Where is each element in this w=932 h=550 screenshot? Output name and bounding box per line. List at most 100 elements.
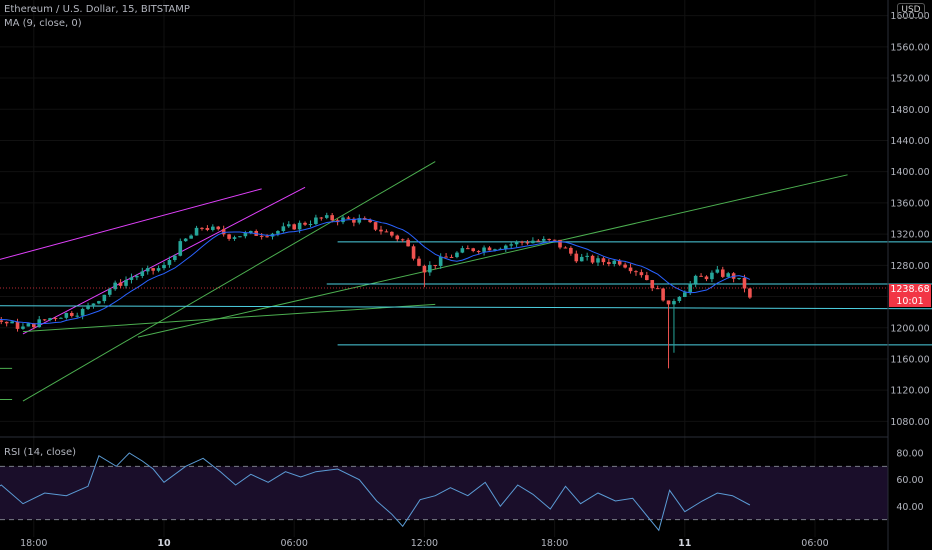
rsi-pane xyxy=(0,452,888,532)
candle xyxy=(86,305,90,309)
candle xyxy=(623,264,627,268)
candle xyxy=(227,234,231,239)
candle xyxy=(286,224,291,227)
rsi-band-fill xyxy=(0,466,888,520)
candle xyxy=(720,269,725,277)
candle xyxy=(167,260,172,265)
candle xyxy=(547,238,551,240)
candle xyxy=(249,230,253,233)
candle xyxy=(650,280,655,289)
candle xyxy=(173,255,177,261)
candle xyxy=(737,277,741,279)
candle xyxy=(297,222,302,230)
candle xyxy=(683,292,687,297)
candle xyxy=(15,321,20,329)
price-tick-label: 1280.00 xyxy=(890,261,929,272)
candle xyxy=(107,289,112,295)
price-tick-label: 1600.00 xyxy=(890,11,929,22)
candle xyxy=(379,229,383,232)
ma-line xyxy=(0,218,751,325)
candle xyxy=(324,215,329,218)
candle xyxy=(205,228,210,230)
candle xyxy=(661,288,665,301)
time-tick-label: 06:00 xyxy=(801,538,828,549)
price-tick-label: 1520.00 xyxy=(890,74,929,85)
candle xyxy=(243,232,248,237)
candle xyxy=(645,275,649,281)
candle xyxy=(69,312,74,316)
candle xyxy=(569,247,573,254)
time-tick-label: 18:00 xyxy=(20,538,47,549)
candle xyxy=(417,258,421,266)
currency-button[interactable]: USD xyxy=(897,3,925,18)
candle xyxy=(411,246,416,259)
candle xyxy=(666,300,671,305)
candle xyxy=(704,276,709,280)
rsi-line xyxy=(0,452,751,532)
candle xyxy=(21,326,25,329)
candle xyxy=(607,262,611,264)
candle xyxy=(525,242,530,244)
candle xyxy=(140,271,145,276)
candle xyxy=(693,275,698,284)
candle xyxy=(710,272,714,280)
rsi-legend[interactable]: RSI (14, close) xyxy=(4,447,77,458)
candle xyxy=(433,264,438,266)
candle xyxy=(438,256,443,266)
last-price-badge: 1238.68 xyxy=(889,284,931,296)
candle xyxy=(292,224,296,230)
trendline-magenta xyxy=(22,186,306,335)
price-tick-label: 1480.00 xyxy=(890,105,929,116)
rsi-tick-label: 40.00 xyxy=(896,502,923,513)
candle xyxy=(118,282,123,286)
candle xyxy=(585,255,589,257)
candle xyxy=(216,226,221,230)
candle xyxy=(612,260,617,264)
candle xyxy=(400,239,405,241)
price-tick-label: 1400.00 xyxy=(890,167,929,178)
candle xyxy=(75,315,79,317)
candle xyxy=(303,222,307,225)
trendlines[interactable] xyxy=(0,161,932,402)
candle xyxy=(390,231,394,236)
candle xyxy=(4,321,9,324)
candle xyxy=(579,256,584,262)
ma-legend[interactable]: MA (9, close, 0) xyxy=(4,18,82,29)
candle xyxy=(221,229,226,235)
price-tick-label: 1200.00 xyxy=(890,323,929,334)
candle xyxy=(406,239,410,247)
candle xyxy=(26,323,31,327)
candle xyxy=(129,277,134,280)
candle xyxy=(330,215,334,221)
candle xyxy=(194,227,199,236)
candle xyxy=(259,235,264,237)
candle xyxy=(444,256,448,258)
candle xyxy=(178,241,183,256)
candle xyxy=(276,231,280,234)
trendline-green xyxy=(22,161,436,402)
candle xyxy=(677,296,682,302)
candle xyxy=(590,255,595,263)
candlestick-series xyxy=(0,212,752,369)
candle xyxy=(91,303,96,306)
candle xyxy=(42,319,47,321)
trendline-green xyxy=(137,174,848,338)
candle xyxy=(319,217,324,219)
candle xyxy=(48,318,52,320)
candle xyxy=(422,265,427,273)
candle xyxy=(460,248,465,253)
candle xyxy=(357,218,362,223)
time-tick-label: 11 xyxy=(678,538,691,549)
candle xyxy=(97,301,101,304)
candle xyxy=(503,245,508,249)
candle xyxy=(80,308,85,316)
candle xyxy=(672,301,676,305)
symbol-legend[interactable]: Ethereum / U.S. Dollar, 15, BITSTAMP xyxy=(4,4,190,15)
candle xyxy=(471,248,476,252)
candle xyxy=(151,268,155,271)
candle xyxy=(748,288,752,298)
candle xyxy=(10,321,14,324)
candle xyxy=(238,236,242,238)
candle xyxy=(487,247,492,251)
